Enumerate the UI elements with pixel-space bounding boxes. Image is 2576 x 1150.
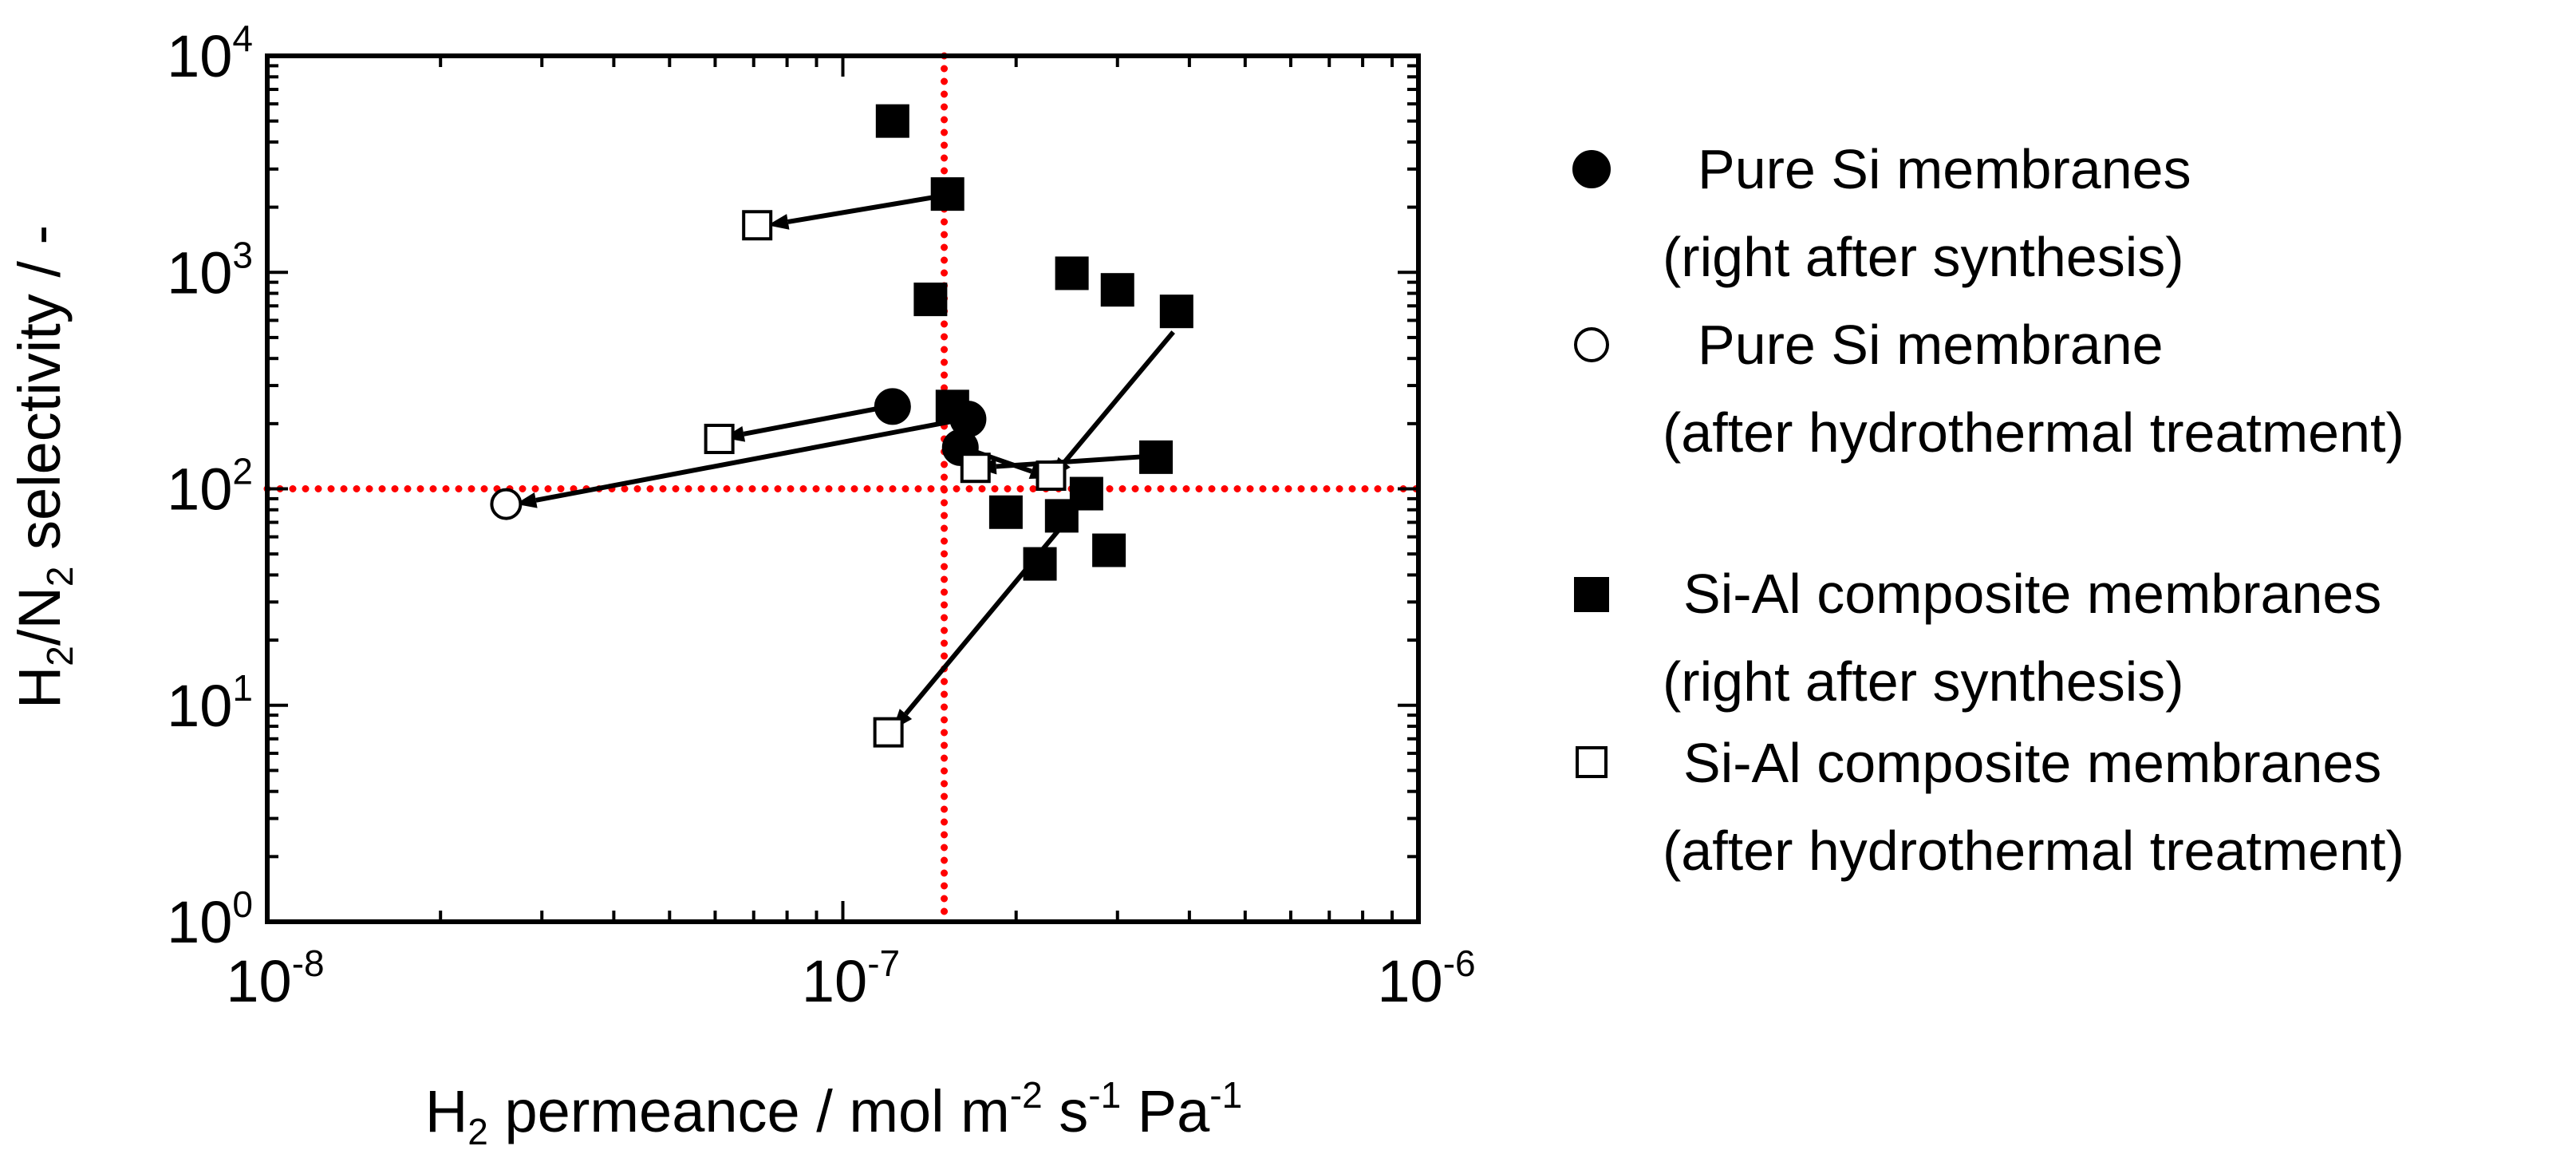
legend-marker-si-al bbox=[1574, 577, 1609, 612]
data-point-series-2 bbox=[935, 389, 969, 424]
y-axis-title: H2/N2 selectivity / - bbox=[6, 225, 81, 709]
y-tick-label: 101 bbox=[167, 667, 253, 739]
legend-sublabel-pure-si-treated: (after hydrothermal treatment) bbox=[1663, 401, 2404, 464]
data-point-series-2 bbox=[1023, 547, 1057, 581]
arrow-shaft bbox=[996, 453, 1157, 469]
x-tick-label: 10-6 bbox=[1377, 943, 1475, 1014]
data-point-series-2 bbox=[988, 495, 1023, 529]
x-tick-label: 10-8 bbox=[226, 943, 324, 1014]
data-points bbox=[490, 104, 1193, 748]
legend-sublabel-si-al: (right after synthesis) bbox=[1663, 650, 2184, 713]
legend-marker-pure-si-treated bbox=[1574, 327, 1609, 362]
legend-label-si-al: Si-Al composite membranes bbox=[1683, 563, 2381, 625]
data-point-series-2 bbox=[1044, 499, 1079, 533]
data-point-series-2 bbox=[875, 104, 909, 138]
data-point-series-3 bbox=[1036, 460, 1067, 492]
x-tick-label: 10-7 bbox=[802, 943, 900, 1014]
data-point-series-3 bbox=[960, 452, 991, 484]
y-tick-label: 100 bbox=[167, 883, 253, 955]
y-tick-label: 103 bbox=[167, 234, 253, 306]
x-axis-title: H2 permeance / mol m-2 s-1 Pa-1 bbox=[425, 1074, 1242, 1150]
arrow-shaft bbox=[787, 193, 941, 224]
data-point-series-2 bbox=[1055, 256, 1089, 290]
data-point-series-2 bbox=[1100, 273, 1134, 307]
data-point-series-3 bbox=[704, 423, 735, 454]
tick-labels: 10-8 10-7 10-6 100 101 102 103 104 bbox=[167, 18, 1476, 1014]
legend-marker-pure-si bbox=[1572, 150, 1611, 188]
arrow-shaft bbox=[904, 495, 1089, 716]
data-point-series-2 bbox=[930, 177, 965, 211]
legend-sublabel-si-al-treated: (after hydrothermal treatment) bbox=[1663, 820, 2404, 882]
legend-label-si-al-treated: Si-Al composite membranes bbox=[1683, 732, 2381, 794]
arrows bbox=[515, 193, 1175, 730]
arrow bbox=[767, 193, 941, 230]
data-point-series-2 bbox=[1092, 533, 1126, 567]
arrow-shaft bbox=[1062, 330, 1175, 464]
arrow-shaft bbox=[535, 418, 953, 503]
legend-marker-si-al-treated bbox=[1576, 746, 1608, 778]
reference-lines bbox=[263, 52, 1422, 926]
data-point-series-3 bbox=[873, 717, 904, 748]
axis-ticks bbox=[266, 54, 1420, 923]
legend-label-pure-si-treated: Pure Si membrane bbox=[1698, 314, 2164, 376]
data-point-series-3 bbox=[742, 210, 773, 241]
data-point-series-0 bbox=[874, 388, 911, 425]
legend-label-pure-si: Pure Si membranes bbox=[1698, 138, 2191, 200]
data-point-series-2 bbox=[913, 283, 948, 317]
arrow-shaft bbox=[743, 404, 890, 437]
y-tick-label: 102 bbox=[167, 451, 253, 523]
data-point-series-2 bbox=[1139, 440, 1174, 474]
legend: Pure Si membranes (right after synthesis… bbox=[1572, 138, 2404, 882]
arrow-head bbox=[767, 214, 790, 230]
data-point-series-1 bbox=[490, 488, 523, 520]
legend-sublabel-pure-si: (right after synthesis) bbox=[1663, 226, 2184, 288]
y-tick-label: 104 bbox=[167, 18, 253, 89]
data-point-series-2 bbox=[1159, 294, 1193, 329]
